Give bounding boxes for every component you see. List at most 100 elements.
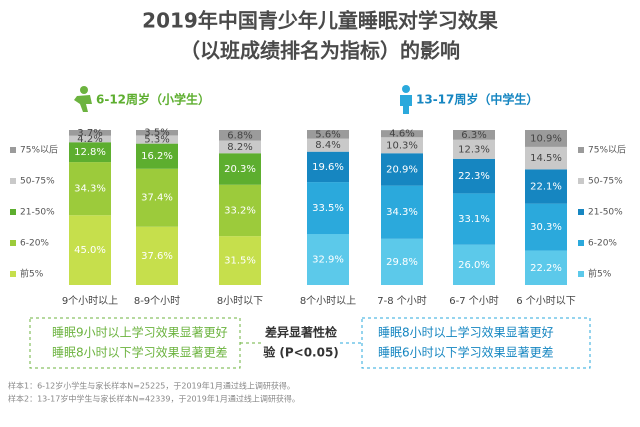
summary-center-text: 差异显著性检 <box>264 325 337 340</box>
value-label: 3.5% <box>144 128 169 139</box>
value-label: 30.3% <box>530 222 562 233</box>
bar-segment <box>453 158 495 194</box>
bar-segment <box>219 236 261 285</box>
bar-segment <box>453 139 495 159</box>
x-tick-label: 6-7 个小时 <box>449 295 499 307</box>
bar-segment <box>381 137 423 154</box>
value-label: 10.9% <box>530 133 562 144</box>
value-label: 29.8% <box>386 257 418 268</box>
legend-label: 前5% <box>20 268 44 280</box>
x-tick-label: 6 个小时以下 <box>516 295 576 307</box>
bar-segment <box>381 238 423 285</box>
legend-swatch <box>10 178 16 184</box>
value-label: 45.0% <box>74 245 106 256</box>
x-tick-label: 8-9个小时 <box>134 295 180 307</box>
bar-segment <box>381 153 423 186</box>
value-label: 16.2% <box>141 151 173 162</box>
value-label: 8.4% <box>315 140 340 151</box>
bar-segment <box>307 151 349 183</box>
value-label: 20.3% <box>224 164 256 175</box>
bar-segment <box>525 203 567 251</box>
value-label: 14.5% <box>530 153 562 164</box>
legend-label: 21-50% <box>588 208 623 218</box>
bar-segment <box>307 182 349 235</box>
page-subtitle: （以班成绩排名为指标）的影响 <box>180 39 460 63</box>
value-label: 4.6% <box>389 129 414 140</box>
legend-label: 21-50% <box>20 208 55 218</box>
bar-segment <box>525 146 567 170</box>
legend-swatch <box>10 147 16 153</box>
bar-segment <box>525 250 567 285</box>
legend-label: 75%以后 <box>20 145 58 156</box>
value-label: 34.3% <box>74 184 106 195</box>
legend-label: 6-20% <box>588 239 617 249</box>
bar-segment <box>307 138 349 152</box>
bar-segment <box>219 130 261 141</box>
value-label: 34.3% <box>386 207 418 218</box>
bar-segment <box>136 130 178 136</box>
summary-center-text: 验 (P<0.05) <box>263 345 339 360</box>
bar-segment <box>453 244 495 285</box>
bar-segment <box>525 169 567 204</box>
legend-label: 50-75% <box>588 177 623 187</box>
value-label: 33.1% <box>458 214 490 225</box>
page-title: 2019年中国青少年儿童睡眠对学习效果 <box>142 9 498 33</box>
child-icon <box>74 86 92 112</box>
value-label: 31.5% <box>224 256 256 267</box>
value-label: 22.3% <box>458 171 490 182</box>
bar-segment <box>219 153 261 185</box>
bar-segment <box>69 130 111 136</box>
value-label: 22.2% <box>530 263 562 274</box>
bar-segment <box>69 142 111 163</box>
chart-title: 13-17周岁（中学生） <box>416 92 538 107</box>
x-tick-label: 8个小时以上 <box>300 295 356 307</box>
value-label: 3.7% <box>77 128 102 139</box>
x-tick-label: 9个小时以上 <box>62 295 118 307</box>
value-label: 37.4% <box>141 193 173 204</box>
footnote: 样本1：6-12岁小学生与家长样本N=25225，于2019年1月通过线上调研获… <box>8 381 295 391</box>
value-label: 26.0% <box>458 260 490 271</box>
bar-segment <box>69 215 111 285</box>
value-label: 5.6% <box>315 129 340 140</box>
value-label: 10.3% <box>386 140 418 151</box>
value-label: 33.5% <box>312 203 344 214</box>
summary-right-text: 睡眠6小时以下学习效果显著更差 <box>378 345 554 360</box>
bar-segment <box>136 135 178 144</box>
legend-label: 50-75% <box>20 177 55 187</box>
bar-segment <box>307 130 349 139</box>
legend-swatch <box>578 209 584 215</box>
bar-segment <box>453 193 495 245</box>
bar-segment <box>136 226 178 285</box>
bar-segment <box>136 168 178 227</box>
bar-segment <box>453 130 495 140</box>
bar-segment <box>307 234 349 285</box>
chart-title: 6-12周岁（小学生） <box>96 92 210 107</box>
value-label: 20.9% <box>386 164 418 175</box>
value-label: 6.3% <box>461 130 486 141</box>
value-label: 33.2% <box>224 205 256 216</box>
legend-swatch <box>578 147 584 153</box>
value-label: 5.3% <box>144 135 169 146</box>
legend-label: 前5% <box>588 268 612 280</box>
value-label: 19.6% <box>312 162 344 173</box>
teen-icon <box>400 85 412 114</box>
summary-left-text: 睡眠8小时以下学习效果显著更差 <box>52 345 228 360</box>
legend-swatch <box>578 178 584 184</box>
value-label: 4.2% <box>77 134 102 145</box>
legend-swatch <box>578 240 584 246</box>
value-label: 8.2% <box>227 142 252 153</box>
footnote: 样本2：13-17岁中学生与家长样本N=42339，于2019年1月通过线上调研… <box>8 394 300 404</box>
bar-segment <box>69 162 111 216</box>
value-label: 6.8% <box>227 130 252 141</box>
bar-segment <box>219 140 261 154</box>
legend-swatch <box>10 271 16 277</box>
x-tick-label: 8小时以下 <box>217 295 263 307</box>
legend-label: 75%以后 <box>588 145 626 156</box>
value-label: 32.9% <box>312 255 344 266</box>
bar-segment <box>69 135 111 143</box>
legend-swatch <box>10 209 16 215</box>
bar-segment <box>381 130 423 138</box>
value-label: 22.1% <box>530 181 562 192</box>
value-label: 37.6% <box>141 251 173 262</box>
